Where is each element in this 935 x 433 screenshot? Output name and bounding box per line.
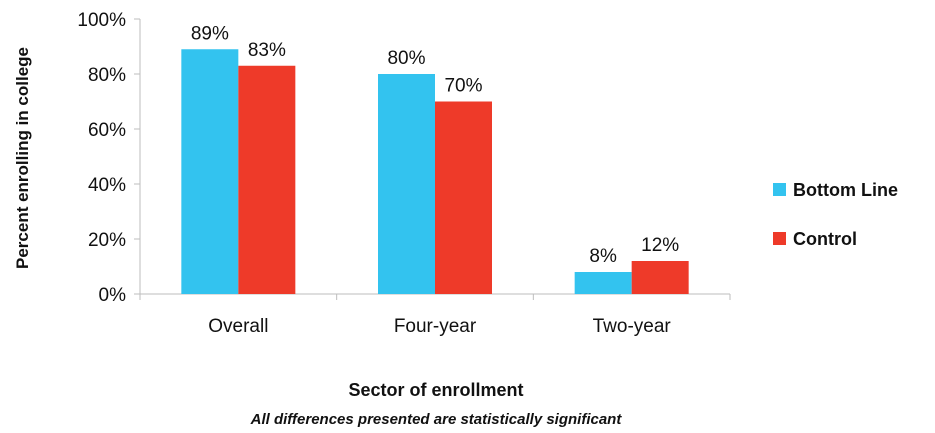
y-tick-label: 100% bbox=[77, 10, 126, 31]
y-tick-label: 0% bbox=[99, 285, 127, 306]
legend-label: Bottom Line bbox=[793, 180, 898, 200]
data-label: 70% bbox=[444, 76, 482, 97]
category-label: Two-year bbox=[593, 316, 672, 337]
y-tick-label: 80% bbox=[88, 65, 126, 86]
x-axis-label: Sector of enrollment bbox=[348, 380, 523, 400]
data-label: 83% bbox=[248, 40, 286, 61]
plot-area: 0% 20% 40% 60% 80% 100% 89% 83% Overall 80% 70% Fou… bbox=[77, 10, 731, 337]
data-label: 80% bbox=[387, 48, 425, 69]
significance-note: All differences presented are statistica… bbox=[250, 411, 623, 428]
bar-bottom-line-overall bbox=[181, 49, 239, 294]
y-tick-label: 60% bbox=[88, 120, 126, 141]
bar-control-four-year bbox=[435, 101, 492, 294]
bar-control-overall bbox=[238, 65, 296, 294]
category-label: Four-year bbox=[394, 316, 477, 337]
bar-control-two-year bbox=[631, 261, 689, 294]
category-label: Overall bbox=[208, 316, 268, 337]
legend-swatch bbox=[773, 183, 786, 196]
bar-bottom-line-four-year bbox=[378, 74, 435, 294]
legend-swatch bbox=[773, 232, 786, 245]
legend: Bottom Line Control bbox=[773, 180, 898, 249]
y-tick-label: 20% bbox=[88, 230, 126, 251]
bar-bottom-line-two-year bbox=[574, 272, 632, 294]
data-label: 8% bbox=[589, 246, 617, 267]
y-tick-label: 40% bbox=[88, 175, 126, 196]
data-label: 89% bbox=[191, 23, 229, 44]
legend-label: Control bbox=[793, 229, 857, 249]
data-label: 12% bbox=[641, 235, 679, 256]
y-axis-label: Percent enrolling in college bbox=[13, 47, 32, 269]
